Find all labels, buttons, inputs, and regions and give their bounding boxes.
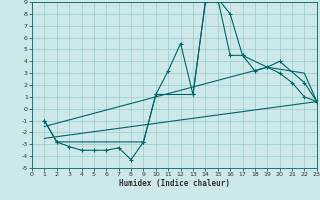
X-axis label: Humidex (Indice chaleur): Humidex (Indice chaleur) xyxy=(119,179,230,188)
